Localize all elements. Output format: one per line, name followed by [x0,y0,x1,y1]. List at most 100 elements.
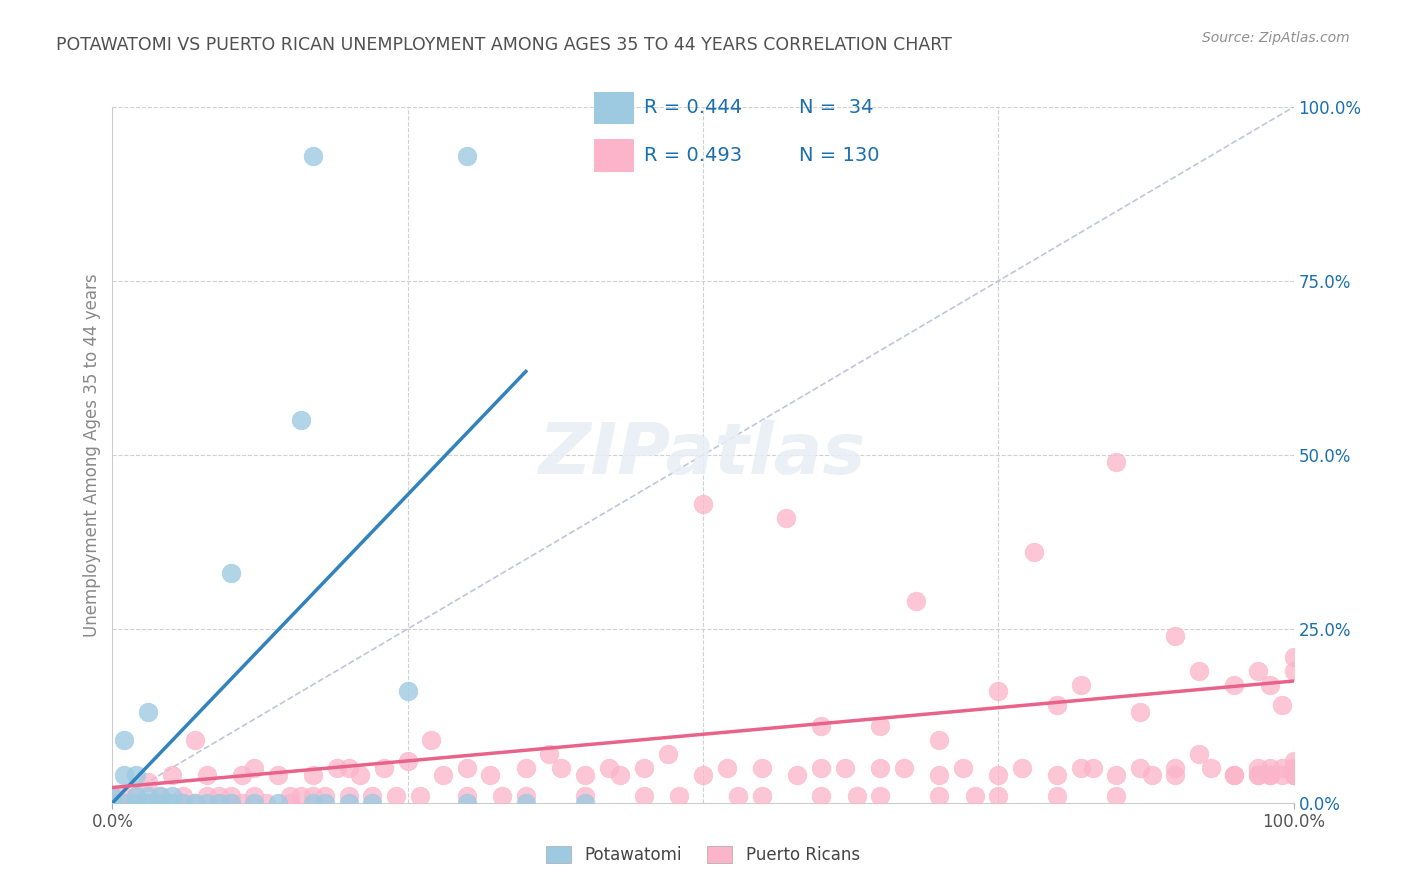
Point [1223,768,1246,782]
Point [337,789,360,803]
Point [456,149,478,163]
Point [195,768,218,782]
Point [1046,698,1069,713]
Point [574,789,596,803]
Point [219,796,242,810]
Point [1070,761,1092,775]
Text: R = 0.444: R = 0.444 [644,98,742,118]
Point [125,796,148,810]
Point [515,761,537,775]
Point [219,566,242,581]
Point [1105,789,1128,803]
Point [810,719,832,733]
Text: Source: ZipAtlas.com: Source: ZipAtlas.com [1202,31,1350,45]
Point [172,796,194,810]
Point [904,594,927,608]
Point [243,796,266,810]
Point [810,761,832,775]
Point [172,789,194,803]
Point [125,789,148,803]
Point [361,789,384,803]
Point [456,789,478,803]
Point [208,796,231,810]
Point [184,733,207,747]
Point [1046,789,1069,803]
Point [987,768,1010,782]
Point [716,761,738,775]
Point [1247,768,1270,782]
Point [1164,768,1187,782]
Point [184,796,207,810]
Bar [595,92,634,124]
Point [172,796,194,810]
Point [231,796,253,810]
Point [195,796,218,810]
Point [112,768,135,782]
Point [160,789,183,803]
Point [1258,761,1281,775]
Bar [595,139,634,171]
Point [231,768,253,782]
Point [928,768,950,782]
Point [633,761,655,775]
Point [1046,768,1069,782]
Point [1282,649,1305,664]
Point [184,796,207,810]
Point [1247,664,1270,678]
Point [1011,761,1033,775]
Point [136,796,159,810]
Point [1282,761,1305,775]
Point [1282,761,1305,775]
Point [574,768,596,782]
Point [869,719,891,733]
Point [952,761,974,775]
Point [1223,768,1246,782]
Point [101,789,124,803]
Point [1164,761,1187,775]
Point [408,789,430,803]
Point [1271,768,1294,782]
Point [1258,677,1281,691]
Point [101,796,124,810]
Point [963,789,986,803]
Point [928,733,950,747]
Point [1223,677,1246,691]
Y-axis label: Unemployment Among Ages 35 to 44 years: Unemployment Among Ages 35 to 44 years [83,273,101,637]
Point [456,761,478,775]
Text: N =  34: N = 34 [799,98,873,118]
Point [149,789,172,803]
Point [869,761,891,775]
Point [574,796,596,810]
Point [834,761,856,775]
Point [125,796,148,810]
Point [149,796,172,810]
Point [290,413,312,427]
Point [136,789,159,803]
Text: N = 130: N = 130 [799,145,879,165]
Point [219,796,242,810]
Point [1105,768,1128,782]
Point [1282,768,1305,782]
Point [657,747,679,761]
Point [1081,761,1104,775]
Point [136,706,159,720]
Point [125,789,148,803]
Point [195,789,218,803]
Point [550,761,572,775]
Point [1199,761,1222,775]
Point [373,761,395,775]
Point [609,768,631,782]
Point [1282,664,1305,678]
Point [786,768,808,782]
Point [1271,698,1294,713]
Point [515,789,537,803]
Point [432,768,454,782]
Point [160,768,183,782]
Point [1271,761,1294,775]
Point [337,796,360,810]
Point [101,789,124,803]
Point [420,733,443,747]
Point [479,768,502,782]
Point [987,684,1010,698]
Point [692,497,714,511]
